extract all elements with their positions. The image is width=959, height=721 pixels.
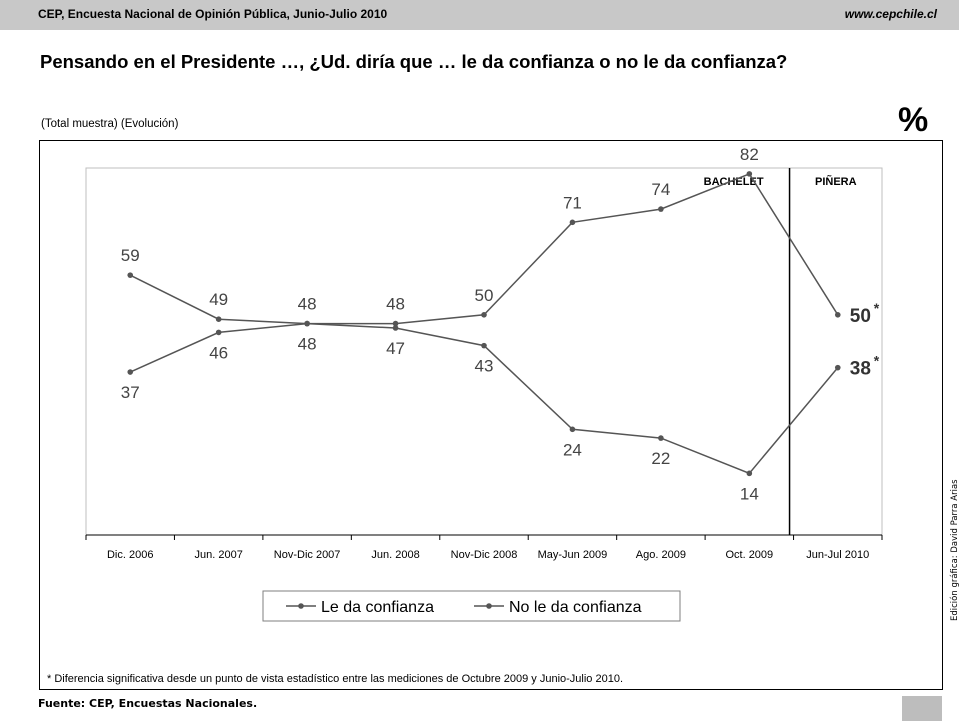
series-point [834, 364, 841, 371]
data-label: 43 [475, 357, 494, 376]
legend-box [262, 590, 681, 622]
data-label: 22 [651, 449, 670, 468]
x-tick-label: Jun. 2007 [195, 549, 243, 561]
x-tick-label: Dic. 2006 [107, 549, 153, 561]
period-label-bachelet: BACHELET [704, 176, 764, 188]
x-tick-label: May-Jun 2009 [538, 549, 608, 561]
chart-frame [39, 140, 943, 690]
period-label-pinera: PIÑERA [815, 175, 857, 188]
data-label: 82 [740, 145, 759, 164]
legend-swatch-point [298, 603, 304, 609]
data-label: 59 [121, 246, 140, 265]
data-label: 24 [563, 440, 582, 459]
series-point [215, 329, 222, 336]
series-point [392, 325, 399, 331]
series-point [746, 470, 753, 477]
x-tick-label: Ago. 2009 [636, 549, 686, 561]
data-label: 49 [209, 290, 228, 309]
series-point [569, 426, 576, 433]
series-point [658, 435, 664, 441]
legend-label: No le da confianza [509, 599, 642, 616]
x-tick-label: Jun. 2008 [371, 549, 419, 561]
series-point [304, 320, 310, 327]
source-note: Fuente: CEP, Encuestas Nacionales. [38, 697, 258, 710]
x-tick-label: Nov-Dic 2008 [451, 549, 518, 561]
data-label-asterisk: * [874, 353, 880, 369]
data-label: 71 [563, 193, 582, 212]
data-label: 47 [386, 339, 405, 358]
plot-area [85, 167, 883, 536]
series-point [834, 312, 841, 318]
data-label-final: 38 [850, 359, 871, 380]
percent-symbol: % [898, 101, 929, 139]
series-point [481, 342, 487, 349]
data-label: 74 [651, 180, 670, 199]
x-tick-label: Oct. 2009 [725, 549, 773, 561]
series-point [215, 316, 222, 323]
x-tick-label: Nov-Dic 2007 [274, 549, 341, 561]
data-label: 14 [740, 484, 759, 503]
series-point [569, 219, 576, 226]
data-label-final: 50 [850, 306, 871, 327]
data-label: 46 [209, 343, 228, 362]
data-label-asterisk: * [874, 300, 880, 316]
header-bar [0, 0, 959, 30]
data-label: 50 [475, 286, 494, 305]
legend-label: Le da confianza [321, 599, 434, 616]
graphic-credit: Edición gráfica: David Parra Arias [950, 479, 959, 621]
data-label: 48 [298, 335, 317, 354]
series-point [658, 206, 664, 212]
footnote: * Diferencia significativa desde un punt… [47, 673, 624, 685]
x-tick-label: Jun-Jul 2010 [806, 549, 869, 561]
series-point [127, 272, 134, 278]
header-url[interactable]: www.cepchile.cl [844, 7, 937, 21]
series-point [746, 171, 753, 177]
data-label: 48 [386, 295, 405, 314]
header-title: CEP, Encuesta Nacional de Opinión Públic… [38, 7, 388, 21]
series-point [127, 369, 134, 375]
chart-subtitle: (Total muestra) (Evolución) [41, 118, 179, 130]
corner-box [902, 696, 942, 721]
survey-question: Pensando en el Presidente …, ¿Ud. diría … [40, 51, 788, 72]
data-label: 48 [298, 295, 317, 314]
legend-swatch-point [486, 603, 492, 609]
series-point [392, 320, 399, 327]
data-label: 37 [121, 383, 140, 402]
series-point [481, 312, 487, 318]
